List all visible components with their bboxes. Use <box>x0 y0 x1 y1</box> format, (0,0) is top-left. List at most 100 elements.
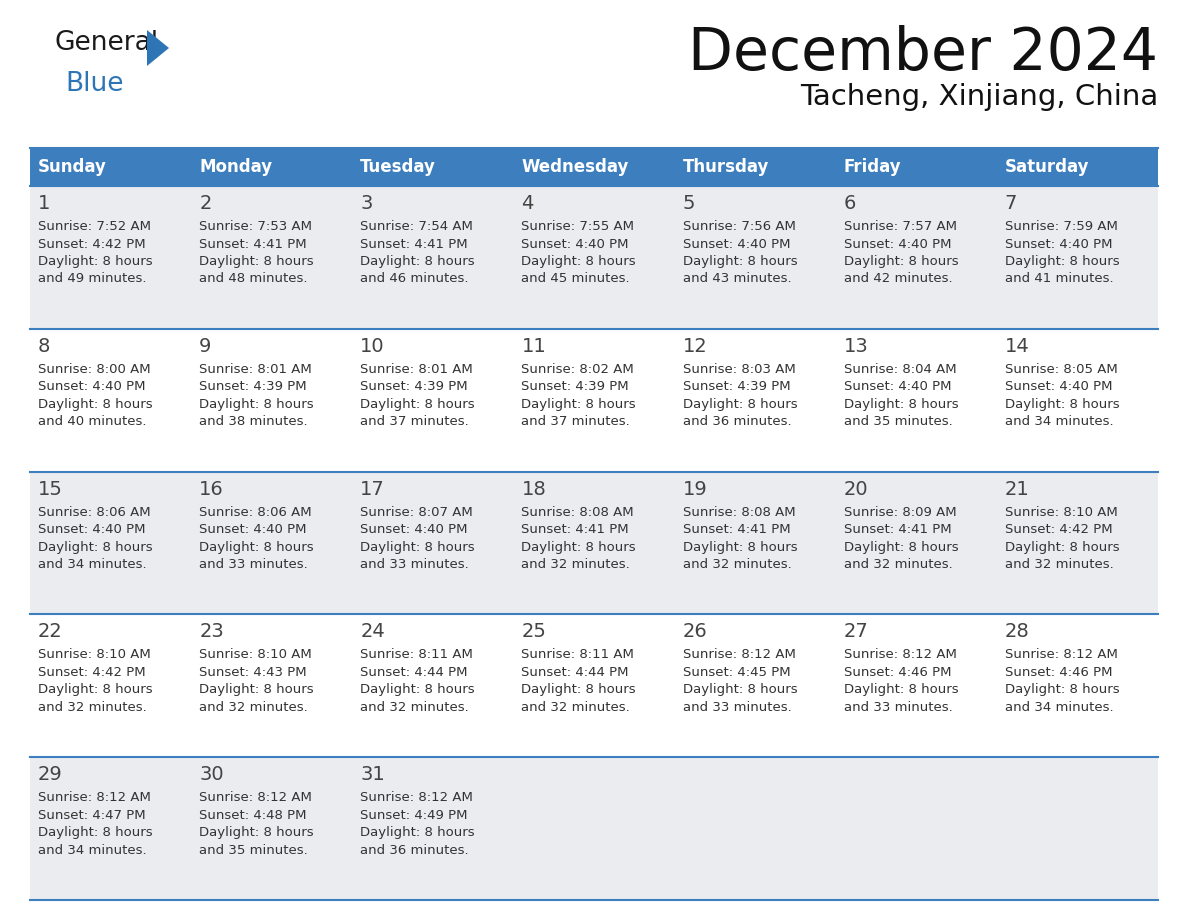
Bar <box>513 614 675 757</box>
Text: Sunset: 4:41 PM: Sunset: 4:41 PM <box>200 238 307 251</box>
Text: Sunrise: 8:00 AM: Sunrise: 8:00 AM <box>38 363 151 375</box>
Text: Sunset: 4:40 PM: Sunset: 4:40 PM <box>683 238 790 251</box>
Bar <box>835 757 997 900</box>
Text: Sunset: 4:42 PM: Sunset: 4:42 PM <box>38 666 146 679</box>
Bar <box>30 757 191 900</box>
Text: and 43 minutes.: and 43 minutes. <box>683 273 791 285</box>
Text: and 49 minutes.: and 49 minutes. <box>38 273 146 285</box>
Text: and 34 minutes.: and 34 minutes. <box>1005 701 1113 714</box>
Bar <box>30 472 191 614</box>
Bar <box>191 614 353 757</box>
Text: Sunset: 4:40 PM: Sunset: 4:40 PM <box>843 380 952 393</box>
Bar <box>997 614 1158 757</box>
Text: Sunday: Sunday <box>38 158 107 176</box>
Text: Sunrise: 8:11 AM: Sunrise: 8:11 AM <box>360 648 473 661</box>
Bar <box>191 757 353 900</box>
Text: Blue: Blue <box>65 71 124 97</box>
Text: Sunrise: 8:01 AM: Sunrise: 8:01 AM <box>200 363 312 375</box>
Text: Daylight: 8 hours: Daylight: 8 hours <box>360 826 475 839</box>
Text: 4: 4 <box>522 194 533 213</box>
Text: Daylight: 8 hours: Daylight: 8 hours <box>360 683 475 697</box>
Text: and 46 minutes.: and 46 minutes. <box>360 273 469 285</box>
Text: and 32 minutes.: and 32 minutes. <box>1005 558 1113 571</box>
Text: and 32 minutes.: and 32 minutes. <box>38 701 147 714</box>
Text: Sunrise: 8:08 AM: Sunrise: 8:08 AM <box>522 506 634 519</box>
Text: Tuesday: Tuesday <box>360 158 436 176</box>
Text: 6: 6 <box>843 194 857 213</box>
Text: Sunrise: 7:56 AM: Sunrise: 7:56 AM <box>683 220 796 233</box>
Text: 16: 16 <box>200 479 223 498</box>
Text: and 32 minutes.: and 32 minutes. <box>522 701 630 714</box>
Bar <box>191 472 353 614</box>
Text: Sunset: 4:40 PM: Sunset: 4:40 PM <box>38 523 145 536</box>
Text: Daylight: 8 hours: Daylight: 8 hours <box>843 683 959 697</box>
Text: Daylight: 8 hours: Daylight: 8 hours <box>1005 255 1119 268</box>
Text: Sunrise: 8:12 AM: Sunrise: 8:12 AM <box>683 648 796 661</box>
Bar <box>675 186 835 329</box>
Text: Sunrise: 8:06 AM: Sunrise: 8:06 AM <box>38 506 151 519</box>
Text: Daylight: 8 hours: Daylight: 8 hours <box>522 255 636 268</box>
Text: and 36 minutes.: and 36 minutes. <box>360 844 469 856</box>
Text: Sunset: 4:41 PM: Sunset: 4:41 PM <box>843 523 952 536</box>
Text: Sunset: 4:46 PM: Sunset: 4:46 PM <box>1005 666 1112 679</box>
Text: 5: 5 <box>683 194 695 213</box>
Text: 25: 25 <box>522 622 546 642</box>
Text: Sunrise: 8:04 AM: Sunrise: 8:04 AM <box>843 363 956 375</box>
Text: Sunset: 4:41 PM: Sunset: 4:41 PM <box>522 523 630 536</box>
Text: Sunrise: 8:12 AM: Sunrise: 8:12 AM <box>360 791 473 804</box>
Bar <box>30 186 191 329</box>
Bar <box>835 186 997 329</box>
Text: Sunrise: 8:02 AM: Sunrise: 8:02 AM <box>522 363 634 375</box>
Text: 11: 11 <box>522 337 546 356</box>
Text: 10: 10 <box>360 337 385 356</box>
Text: Daylight: 8 hours: Daylight: 8 hours <box>843 541 959 554</box>
Text: Sunrise: 7:54 AM: Sunrise: 7:54 AM <box>360 220 473 233</box>
Text: Daylight: 8 hours: Daylight: 8 hours <box>843 397 959 410</box>
Bar <box>675 614 835 757</box>
Text: 15: 15 <box>38 479 63 498</box>
Text: Monday: Monday <box>200 158 272 176</box>
Text: Daylight: 8 hours: Daylight: 8 hours <box>683 397 797 410</box>
Text: 1: 1 <box>38 194 50 213</box>
Text: Daylight: 8 hours: Daylight: 8 hours <box>38 397 152 410</box>
Bar <box>675 757 835 900</box>
Text: Sunset: 4:40 PM: Sunset: 4:40 PM <box>38 380 145 393</box>
Bar <box>353 186 513 329</box>
Text: Daylight: 8 hours: Daylight: 8 hours <box>360 255 475 268</box>
Bar <box>30 329 191 472</box>
Text: and 32 minutes.: and 32 minutes. <box>200 701 308 714</box>
Text: Sunrise: 7:59 AM: Sunrise: 7:59 AM <box>1005 220 1118 233</box>
Text: Daylight: 8 hours: Daylight: 8 hours <box>683 683 797 697</box>
Bar <box>30 148 191 186</box>
Text: Sunrise: 8:03 AM: Sunrise: 8:03 AM <box>683 363 795 375</box>
Text: 22: 22 <box>38 622 63 642</box>
Text: Sunset: 4:40 PM: Sunset: 4:40 PM <box>522 238 628 251</box>
Bar <box>835 148 997 186</box>
Text: Sunset: 4:40 PM: Sunset: 4:40 PM <box>360 523 468 536</box>
Text: and 41 minutes.: and 41 minutes. <box>1005 273 1113 285</box>
Text: Daylight: 8 hours: Daylight: 8 hours <box>38 826 152 839</box>
Text: Sunset: 4:43 PM: Sunset: 4:43 PM <box>200 666 307 679</box>
Text: Sunrise: 8:05 AM: Sunrise: 8:05 AM <box>1005 363 1118 375</box>
Text: Sunset: 4:40 PM: Sunset: 4:40 PM <box>1005 238 1112 251</box>
Text: General: General <box>55 30 159 56</box>
Text: Daylight: 8 hours: Daylight: 8 hours <box>1005 397 1119 410</box>
Text: Daylight: 8 hours: Daylight: 8 hours <box>683 255 797 268</box>
Text: 3: 3 <box>360 194 373 213</box>
Text: Daylight: 8 hours: Daylight: 8 hours <box>38 255 152 268</box>
Text: Sunrise: 8:10 AM: Sunrise: 8:10 AM <box>1005 506 1118 519</box>
Text: 30: 30 <box>200 766 223 784</box>
Text: Sunrise: 7:52 AM: Sunrise: 7:52 AM <box>38 220 151 233</box>
Text: Daylight: 8 hours: Daylight: 8 hours <box>1005 541 1119 554</box>
Bar <box>513 329 675 472</box>
Text: and 40 minutes.: and 40 minutes. <box>38 415 146 429</box>
Bar <box>353 472 513 614</box>
Bar <box>30 614 191 757</box>
Bar <box>835 329 997 472</box>
Text: and 34 minutes.: and 34 minutes. <box>1005 415 1113 429</box>
Text: 17: 17 <box>360 479 385 498</box>
Text: 31: 31 <box>360 766 385 784</box>
Text: Sunrise: 8:10 AM: Sunrise: 8:10 AM <box>200 648 312 661</box>
Text: Sunset: 4:39 PM: Sunset: 4:39 PM <box>683 380 790 393</box>
Text: Thursday: Thursday <box>683 158 769 176</box>
